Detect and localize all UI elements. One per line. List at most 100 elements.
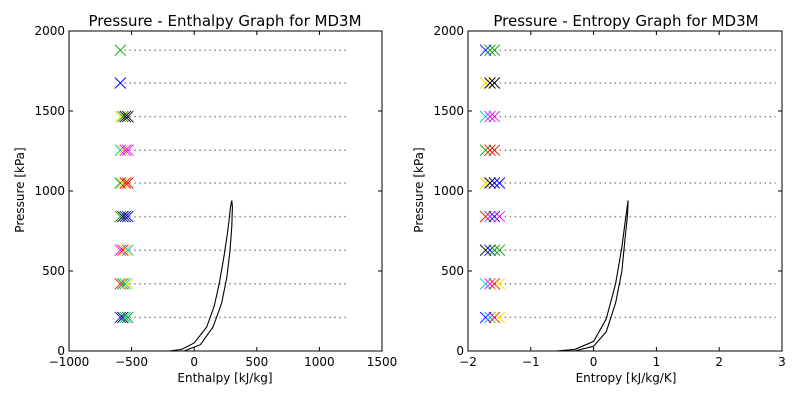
- marker-stroke: [484, 177, 496, 189]
- x-tick-label: 1000: [304, 355, 335, 369]
- state-point-marker: [484, 110, 496, 123]
- y-tick-label: 1000: [433, 184, 464, 198]
- state-point-marker: [484, 77, 496, 89]
- marker-stroke: [122, 144, 134, 157]
- marker-stroke: [117, 311, 129, 324]
- x-tick-label: −1000: [49, 355, 90, 369]
- marker-stroke: [484, 44, 496, 57]
- marker-stroke: [479, 77, 492, 89]
- y-axis-label: Pressure [kPa]: [412, 147, 426, 232]
- state-point-marker: [479, 177, 492, 189]
- marker-stroke: [484, 210, 496, 223]
- marker-stroke: [122, 177, 134, 189]
- pressure-enthalpy-chart: Pressure - Enthalpy Graph for MD3M Entha…: [13, 12, 397, 385]
- state-point-marker: [493, 311, 506, 324]
- x-axis-label: Enthalpy [kJ/kg]: [177, 371, 272, 385]
- state-point-marker: [493, 210, 506, 223]
- x-tick-label: 3: [778, 355, 786, 369]
- marker-stroke: [488, 44, 501, 57]
- state-point-marker: [488, 177, 501, 189]
- state-point-marker: [122, 144, 134, 157]
- marker-stroke: [479, 144, 492, 157]
- marker-stroke: [479, 210, 492, 223]
- y-axis-label: Pressure [kPa]: [13, 147, 27, 232]
- marker-stroke: [479, 244, 492, 257]
- x-tick-label: 0: [590, 355, 598, 369]
- marker-stroke: [484, 277, 496, 290]
- y-tick-label: 500: [42, 264, 65, 278]
- state-point-marker: [488, 277, 501, 290]
- state-point-marker: [117, 244, 129, 257]
- state-point-marker: [479, 244, 492, 257]
- marker-stroke: [122, 244, 134, 257]
- marker-stroke: [122, 277, 134, 290]
- state-point-marker: [488, 44, 501, 57]
- state-point-marker: [117, 177, 129, 189]
- marker-stroke: [122, 210, 134, 223]
- marker-stroke: [117, 244, 129, 257]
- state-point-marker: [479, 44, 492, 57]
- state-point-marker: [122, 110, 134, 123]
- state-point-marker: [119, 311, 132, 324]
- state-point-marker: [479, 277, 492, 290]
- state-point-marker: [488, 210, 501, 223]
- marker-stroke: [479, 311, 492, 324]
- marker-stroke: [122, 110, 134, 123]
- plot-area: −1000 −500 0 500 1000 1500 0 500 1000 1500 2000: [34, 24, 397, 369]
- x-axis-label: Entropy [kJ/kg/K]: [576, 371, 677, 385]
- marker-stroke: [493, 311, 506, 324]
- marker-stroke: [117, 277, 129, 290]
- state-point-marker: [479, 110, 492, 123]
- marker-stroke: [119, 177, 132, 189]
- marker-stroke: [488, 210, 501, 223]
- state-point-marker: [484, 244, 496, 257]
- state-point-marker: [119, 210, 132, 223]
- chart-title: Pressure - Entropy Graph for MD3M: [493, 12, 758, 30]
- marker-stroke: [119, 277, 132, 290]
- marker-stroke: [493, 210, 506, 223]
- marker-stroke: [484, 77, 496, 89]
- y-tick-label: 2000: [433, 24, 464, 38]
- state-point-marker: [484, 144, 496, 157]
- marker-stroke: [119, 244, 132, 257]
- saturation-curve-liquid: [169, 200, 233, 352]
- marker-stroke: [479, 277, 492, 290]
- y-tick-label: 0: [456, 344, 464, 358]
- state-point-marker: [484, 210, 496, 223]
- state-point-marker: [117, 144, 129, 157]
- x-tick-label: 2: [715, 355, 723, 369]
- saturation-curve-vapor: [183, 200, 233, 352]
- state-point-marker: [119, 277, 132, 290]
- state-point-marker: [117, 277, 129, 290]
- marker-stroke: [484, 110, 496, 123]
- marker-stroke: [493, 177, 506, 189]
- state-point-marker: [119, 110, 132, 123]
- state-point-marker: [479, 144, 492, 157]
- state-point-marker: [484, 311, 496, 324]
- state-point-marker: [479, 77, 492, 89]
- x-tick-label: −2: [459, 355, 477, 369]
- marker-stroke: [484, 311, 496, 324]
- marker-stroke: [488, 244, 501, 257]
- state-point-marker: [117, 210, 129, 223]
- state-point-marker: [119, 177, 132, 189]
- y-tick-label: 2000: [34, 24, 65, 38]
- state-point-marker: [479, 210, 492, 223]
- marker-stroke: [484, 144, 496, 157]
- marker-stroke: [488, 277, 501, 290]
- state-point-marker: [493, 244, 506, 257]
- state-point-marker: [484, 44, 496, 57]
- marker-stroke: [119, 144, 132, 157]
- x-tick-label: 500: [245, 355, 268, 369]
- x-tick-label: −1: [522, 355, 540, 369]
- state-point-marker: [488, 311, 501, 324]
- x-tick-label: 0: [190, 355, 198, 369]
- marker-stroke: [117, 177, 129, 189]
- state-point-marker: [488, 144, 501, 157]
- marker-stroke: [493, 277, 506, 290]
- marker-stroke: [119, 210, 132, 223]
- state-point-marker: [122, 210, 134, 223]
- state-point-marker: [122, 244, 134, 257]
- marker-stroke: [493, 244, 506, 257]
- state-point-marker: [119, 144, 132, 157]
